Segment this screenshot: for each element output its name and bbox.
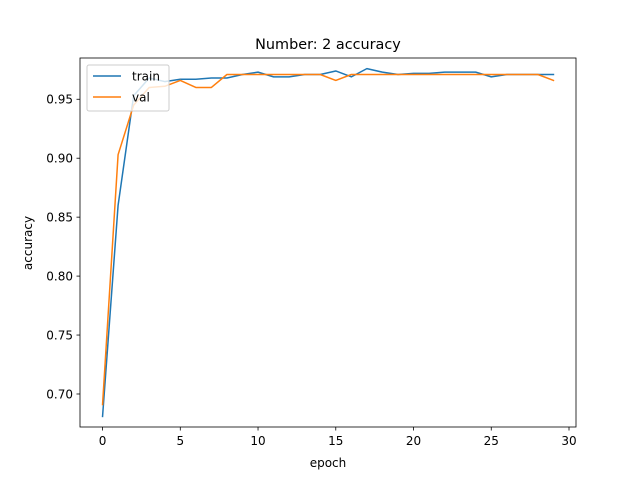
series-line-val [101,73,555,406]
x-tick-label: 25 [484,434,499,448]
y-tick-label: 0.70 [46,387,73,401]
legend: train val [86,64,170,112]
x-tick-label: 0 [99,434,107,448]
legend-label-train: train [132,70,160,84]
series-line-train [101,67,555,418]
chart-title: Number: 2 accuracy [255,37,401,53]
legend-label-val: val [132,91,150,105]
x-tick-label: 5 [176,434,184,448]
axes-frame [79,57,577,428]
x-tick-label: 20 [406,434,421,448]
y-tick-label: 0.80 [46,269,73,283]
y-axis-label: accuracy [21,216,35,270]
plot-area: 0 5 10 15 20 25 30 0.70 0.75 0.80 0.85 0.90 0.95 [46,57,577,448]
x-tick-label: 15 [328,434,343,448]
x-tick-label: 10 [250,434,265,448]
x-tick-label: 30 [561,434,576,448]
x-axis-label: epoch [310,456,347,470]
y-tick-label: 0.85 [46,210,73,224]
y-tick-label: 0.90 [46,152,73,166]
y-tick-label: 0.75 [46,328,73,342]
y-tick-label: 0.95 [46,93,73,107]
